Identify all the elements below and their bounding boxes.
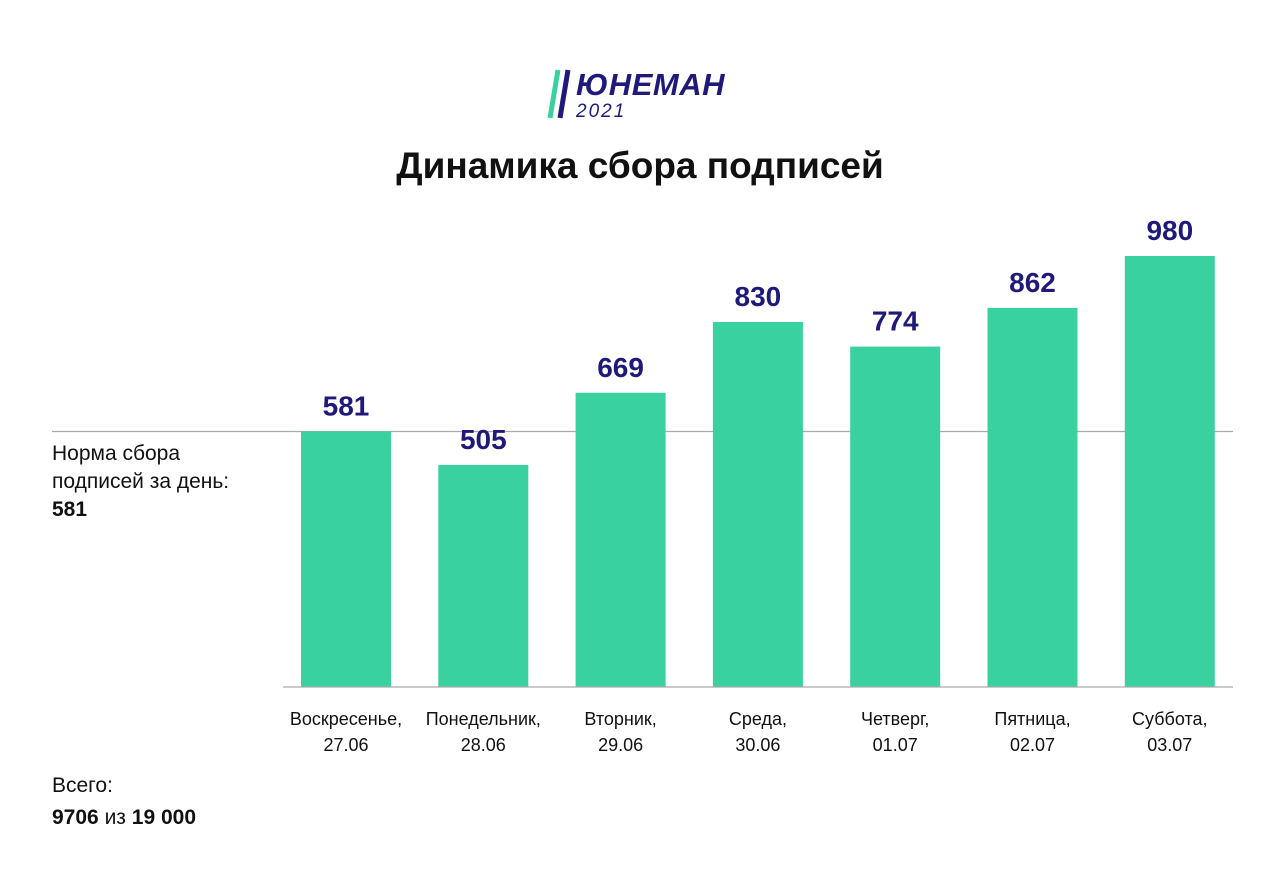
bar (987, 307, 1078, 687)
total-block: Всего: 9706 из 19 000 (52, 770, 196, 834)
bar-value-label: 774 (872, 306, 919, 337)
x-tick-label: 02.07 (1010, 735, 1055, 755)
bar (575, 392, 666, 687)
total-target: 19 000 (131, 806, 196, 829)
chart-title: Динамика сбора подписей (396, 145, 884, 186)
norm-value: 581 (52, 498, 88, 521)
bar (850, 346, 941, 687)
total-line: 9706 из 19 000 (52, 802, 196, 834)
logo-stripe-green (547, 69, 561, 119)
logo-name: ЮНЕМАН (576, 67, 725, 102)
bar (301, 431, 391, 687)
x-tick-label: 27.06 (323, 735, 368, 755)
bar-value-label: 581 (323, 390, 370, 421)
bar-value-label: 862 (1009, 267, 1056, 298)
total-connector: из (104, 806, 126, 829)
x-tick-label: Пятница, (994, 709, 1070, 729)
x-tick-label: Понедельник, (426, 709, 541, 729)
x-tick-label: 03.07 (1147, 735, 1192, 755)
logo: ЮНЕМАН 2021 (546, 66, 746, 122)
total-label: Всего: (52, 774, 113, 797)
x-tick-label: Вторник, (584, 709, 656, 729)
x-tick-label: Среда, (729, 709, 787, 729)
bar (438, 464, 529, 687)
norm-label-line1: Норма сбора (52, 442, 181, 465)
x-tick-label: Четверг, (861, 709, 929, 729)
logo-year: 2021 (576, 101, 627, 122)
bar-value-label: 980 (1146, 215, 1193, 246)
bar-value-label: 830 (735, 281, 782, 312)
bar (1124, 256, 1215, 687)
total-collected: 9706 (52, 806, 99, 829)
norm-label-line2: подписей за день: (52, 470, 230, 493)
logo-stripes-icon (547, 69, 571, 119)
x-tick-label: 30.06 (735, 735, 780, 755)
norm-label: Норма сбора подписей за день: 581 (52, 440, 292, 524)
bar (712, 321, 803, 687)
bar-value-label: 669 (597, 352, 644, 383)
x-tick-label: Воскресенье, (290, 709, 402, 729)
x-tick-label: 28.06 (461, 735, 506, 755)
x-tick-label: 01.07 (873, 735, 918, 755)
x-tick-label: 29.06 (598, 735, 643, 755)
logo-stripe-navy (557, 69, 571, 119)
bar-value-label: 505 (460, 424, 507, 455)
x-tick-label: Суббота, (1132, 709, 1208, 729)
